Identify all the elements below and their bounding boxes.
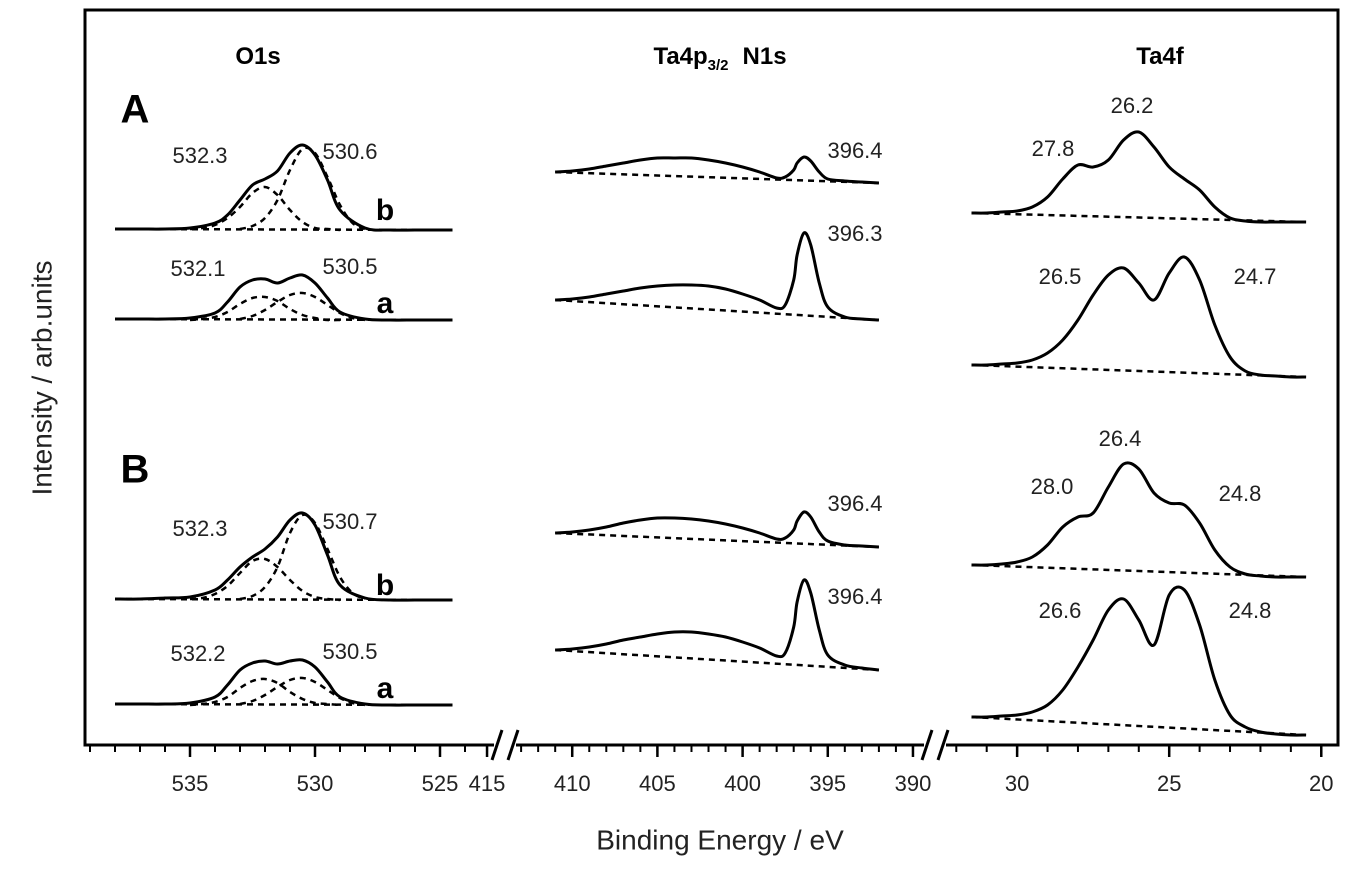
dashed-line xyxy=(114,227,453,232)
panel-label: a xyxy=(377,672,394,705)
dashed-line xyxy=(555,170,879,185)
peak-label: 26.2 xyxy=(1111,93,1154,118)
dashed-line xyxy=(114,702,453,707)
x-axis-label: Binding Energy / eV xyxy=(596,824,844,855)
peak-label: 24.8 xyxy=(1229,598,1272,623)
spectrum-line xyxy=(555,578,880,672)
x-tick-label: 525 xyxy=(422,771,459,796)
spectrum-line xyxy=(114,273,453,322)
x-tick-label: 410 xyxy=(554,771,591,796)
peak-label: 24.8 xyxy=(1219,481,1262,506)
peak-label: 532.1 xyxy=(170,256,225,281)
spectrum-line xyxy=(555,231,879,322)
spectrum-line xyxy=(114,658,453,707)
peak-label: 532.3 xyxy=(172,143,227,168)
spectrum-line xyxy=(971,255,1307,379)
peak-label: 532.2 xyxy=(170,641,225,666)
x-tick-label: 415 xyxy=(469,771,506,796)
panel-title: Ta4f xyxy=(1136,43,1185,70)
peak-label: 26.5 xyxy=(1039,264,1082,289)
spectrum-line xyxy=(971,585,1307,737)
x-tick-label: 405 xyxy=(639,771,676,796)
frame xyxy=(83,8,1340,747)
spectrum-line xyxy=(971,130,1307,224)
panel-label: A xyxy=(121,88,150,132)
dashed-line xyxy=(971,715,1307,737)
spectrum-line xyxy=(555,510,879,549)
dashed-line xyxy=(239,291,366,322)
x-tick-label: 30 xyxy=(1005,771,1029,796)
peak-label: 396.4 xyxy=(827,584,882,609)
peak-label: 26.4 xyxy=(1099,426,1142,451)
dashed-line xyxy=(555,648,879,672)
panel-title: Ta4p3/2 N1s xyxy=(653,43,786,74)
panel-label: b xyxy=(376,194,394,227)
peak-label: 27.8 xyxy=(1032,136,1075,161)
panel-title: O1s xyxy=(235,43,280,70)
dashed-line xyxy=(971,363,1307,379)
spectrum-line xyxy=(114,511,453,602)
dashed-line xyxy=(114,597,453,602)
peak-label: 26.6 xyxy=(1039,598,1082,623)
dashed-line xyxy=(555,531,879,549)
spectrum-line xyxy=(114,143,453,232)
y-axis-label: Intensity / arb.units xyxy=(26,260,57,495)
x-tick-label: 400 xyxy=(724,771,761,796)
dashed-line xyxy=(239,513,366,601)
panel-label: a xyxy=(377,287,394,320)
peak-label: 396.4 xyxy=(827,138,882,163)
x-tick-label: 25 xyxy=(1157,771,1181,796)
peak-label: 24.7 xyxy=(1234,264,1277,289)
dashed-line xyxy=(189,677,341,707)
dashed-line xyxy=(114,317,453,322)
peak-label: 28.0 xyxy=(1031,474,1074,499)
peak-label: 530.5 xyxy=(322,639,377,664)
peak-label: 396.4 xyxy=(827,491,882,516)
x-tick-label: 535 xyxy=(172,771,209,796)
peak-label: 530.7 xyxy=(322,509,377,534)
dashed-line xyxy=(189,295,341,322)
panel-label: b xyxy=(376,569,394,602)
dashed-line xyxy=(189,185,341,232)
axis-break xyxy=(490,729,950,761)
peak-label: 532.3 xyxy=(172,516,227,541)
dashed-line xyxy=(189,557,341,602)
dashed-line xyxy=(239,676,366,707)
spectrum-line xyxy=(555,155,879,185)
dashed-line xyxy=(239,146,366,231)
dashed-line xyxy=(971,211,1307,224)
peak-label: 396.3 xyxy=(827,221,882,246)
x-tick-label: 390 xyxy=(895,771,932,796)
panel-label: B xyxy=(121,448,150,492)
x-tick-label: 20 xyxy=(1309,771,1333,796)
peak-label: 530.6 xyxy=(322,139,377,164)
dashed-line xyxy=(971,563,1307,579)
peak-label: 530.5 xyxy=(322,254,377,279)
x-tick-label: 530 xyxy=(297,771,334,796)
x-tick-label: 395 xyxy=(809,771,846,796)
